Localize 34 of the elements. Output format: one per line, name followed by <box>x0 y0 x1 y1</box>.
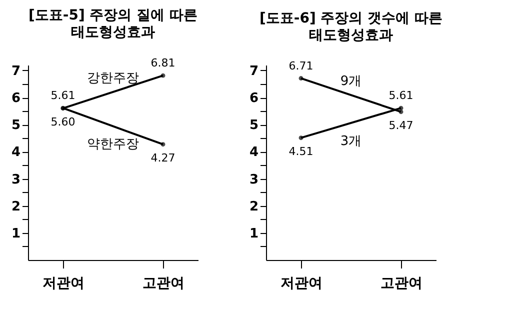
y-tick-label: 3 <box>11 172 20 188</box>
chart-subtitle: 태도형성효과 <box>309 27 393 44</box>
data-label: 6.71 <box>288 59 314 72</box>
y-tick-label: 5 <box>249 118 258 134</box>
series-label: 강한주장 <box>87 70 139 86</box>
y-tick-label: 7 <box>249 64 258 79</box>
y-tick-label: 6 <box>11 91 20 106</box>
x-tick-label: 고관여 <box>380 276 422 292</box>
y-tick-label: 6 <box>249 91 258 106</box>
x-tick-label: 저관여 <box>42 276 84 292</box>
data-label: 6.81 <box>150 56 176 70</box>
y-tick-label: 5 <box>11 118 20 134</box>
series-label: 9개 <box>340 74 362 90</box>
data-label: 5.61 <box>50 89 76 102</box>
y-tick-label: 4 <box>11 145 20 160</box>
y-tick-label: 2 <box>11 199 20 214</box>
data-label: 5.61 <box>388 89 414 102</box>
y-tick-label: 3 <box>249 172 258 188</box>
data-label: 4.27 <box>150 151 176 164</box>
series-label: 3개 <box>340 134 362 149</box>
chart-title: [도표-6] 주장의 갯수에 따른 <box>260 10 442 26</box>
data-label: 5.47 <box>388 118 414 132</box>
y-tick-label: 1 <box>11 226 20 242</box>
y-tick-label: 2 <box>249 199 258 214</box>
x-tick-label: 저관여 <box>280 276 322 292</box>
x-tick-label: 고관여 <box>142 276 184 292</box>
data-label: 4.51 <box>288 144 314 158</box>
y-tick-label: 4 <box>249 145 258 160</box>
data-label: 5.60 <box>50 115 76 128</box>
series-label: 약한주장 <box>87 137 139 152</box>
chart-subtitle: 태도형성효과 <box>71 24 155 41</box>
chart-title: [도표-5] 주장의 질에 따른 <box>28 8 198 24</box>
y-tick-label: 7 <box>11 64 20 79</box>
y-tick-label: 1 <box>249 226 258 242</box>
